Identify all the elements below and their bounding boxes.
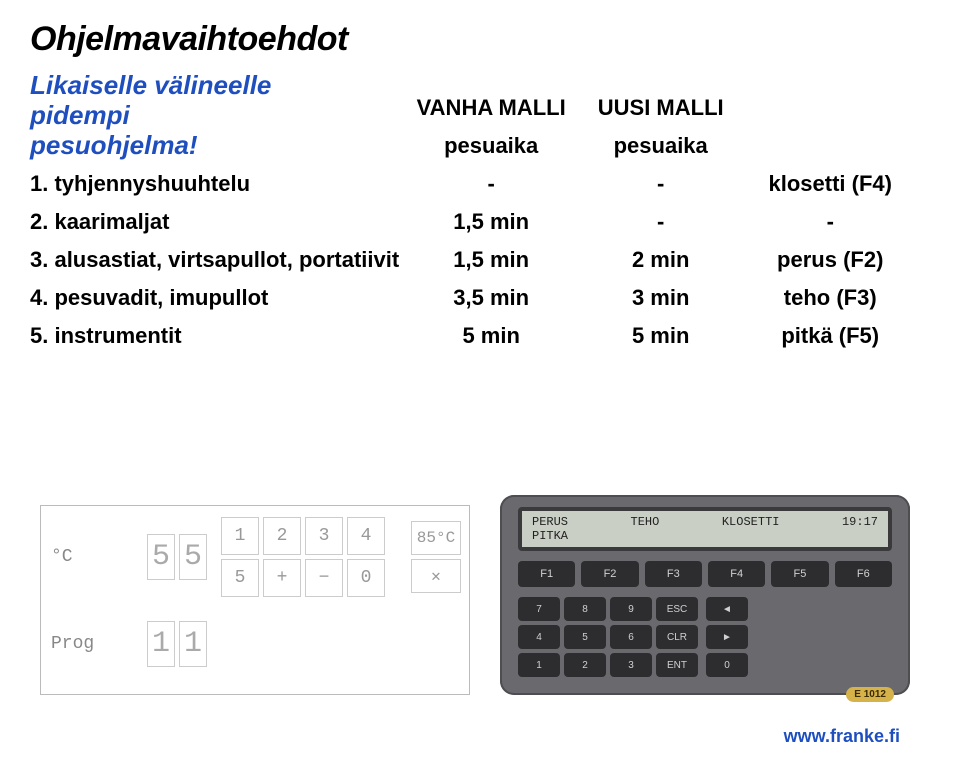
arrow-left-icon: ◄ bbox=[706, 597, 748, 621]
key: 0 bbox=[347, 559, 385, 597]
row-label: 1. tyhjennyshuuhtelu bbox=[30, 165, 411, 203]
subtitle-line: Likaiselle välineelle bbox=[30, 70, 271, 100]
subtitle-line: pidempi bbox=[30, 100, 130, 130]
numpad: 7 8 9 ESC 4 5 6 CLR 1 2 3 ENT bbox=[518, 597, 698, 677]
row-label: 2. kaarimaljat bbox=[30, 203, 411, 241]
key: 1 bbox=[221, 517, 259, 555]
fkey-row: F1 F2 F3 F4 F5 F6 bbox=[518, 561, 892, 587]
label-prog: Prog bbox=[51, 603, 141, 684]
lcd-text: KLOSETTI bbox=[722, 515, 780, 529]
arrow-right-icon: ► bbox=[706, 625, 748, 649]
col-header-new: UUSI MALLI bbox=[581, 89, 751, 127]
lcd-screen: PERUS TEHO KLOSETTI 19:17 PITKA bbox=[518, 507, 892, 551]
preset-button: 85°C bbox=[411, 521, 461, 555]
cell: perus (F2) bbox=[750, 241, 920, 279]
numkey: 6 bbox=[610, 625, 652, 649]
program-table: VANHA MALLI UUSI MALLI pesuaika pesuaika… bbox=[30, 89, 920, 355]
page-title: Ohjelmavaihtoehdot bbox=[30, 20, 920, 59]
lcd-text: PERUS bbox=[532, 515, 568, 529]
row-label: 4. pesuvadit, imupullot bbox=[30, 279, 411, 317]
cell: - bbox=[750, 203, 920, 241]
col-header-old: VANHA MALLI bbox=[411, 89, 581, 127]
numkey: ENT bbox=[656, 653, 698, 677]
key: 5 bbox=[221, 559, 259, 597]
lcd-text: 19:17 bbox=[842, 515, 878, 529]
key: − bbox=[305, 559, 343, 597]
cell: 5 min bbox=[411, 317, 581, 355]
numkey: 2 bbox=[564, 653, 606, 677]
cell: teho (F3) bbox=[750, 279, 920, 317]
cell: 3,5 min bbox=[411, 279, 581, 317]
key: 2 bbox=[263, 517, 301, 555]
col-subheader-old: pesuaika bbox=[411, 127, 581, 165]
cell: - bbox=[581, 203, 751, 241]
seg-digit: 1 bbox=[147, 621, 175, 667]
cell: - bbox=[411, 165, 581, 203]
numkey: 0 bbox=[706, 653, 748, 677]
row-label: 5. instrumentit bbox=[30, 317, 411, 355]
seg-digit: 5 bbox=[179, 534, 207, 580]
fkey: F1 bbox=[518, 561, 575, 587]
numkey: 8 bbox=[564, 597, 606, 621]
lcd-text: TEHO bbox=[631, 515, 660, 529]
cell: 2 min bbox=[581, 241, 751, 279]
col-subheader-new: pesuaika bbox=[581, 127, 751, 165]
fkey: F6 bbox=[835, 561, 892, 587]
numkey: 3 bbox=[610, 653, 652, 677]
fkey: F5 bbox=[771, 561, 828, 587]
cancel-icon: ✕ bbox=[411, 559, 461, 593]
cell: - bbox=[581, 165, 751, 203]
fkey: F4 bbox=[708, 561, 765, 587]
seg-digit: 5 bbox=[147, 534, 175, 580]
footer-url: www.franke.fi bbox=[784, 726, 900, 747]
lcd-text: PITKA bbox=[532, 529, 568, 543]
cell: 3 min bbox=[581, 279, 751, 317]
seg-display-top: 5 5 bbox=[147, 534, 207, 580]
numkey: ESC bbox=[656, 597, 698, 621]
row-label: 3. alusastiat, virtsapullot, portatiivit bbox=[30, 241, 411, 279]
label-degrees: °C bbox=[51, 516, 141, 597]
sidepad: ◄ ► 0 bbox=[706, 597, 748, 677]
numkey: 5 bbox=[564, 625, 606, 649]
numkey: 4 bbox=[518, 625, 560, 649]
key: 4 bbox=[347, 517, 385, 555]
seg-display-bot: 1 1 bbox=[147, 603, 385, 684]
cell: 5 min bbox=[581, 317, 751, 355]
device-panel: PERUS TEHO KLOSETTI 19:17 PITKA F1 F2 F3… bbox=[500, 495, 910, 695]
key: + bbox=[263, 559, 301, 597]
cell: 1,5 min bbox=[411, 203, 581, 241]
keypad-top: 1 2 3 4 5 + − 0 bbox=[221, 517, 385, 597]
subtitle-line: pesuohjelma! bbox=[30, 130, 198, 160]
numkey: 7 bbox=[518, 597, 560, 621]
fkey: F3 bbox=[645, 561, 702, 587]
brand-badge: E 1012 bbox=[846, 687, 894, 702]
numkey: CLR bbox=[656, 625, 698, 649]
key: 3 bbox=[305, 517, 343, 555]
cell: 1,5 min bbox=[411, 241, 581, 279]
numkey: 9 bbox=[610, 597, 652, 621]
legacy-panel-sketch: °C 5 5 1 2 3 4 5 + − 0 85°C ✕ Prog 1 1 bbox=[40, 505, 470, 695]
cell: pitkä (F5) bbox=[750, 317, 920, 355]
cell: klosetti (F4) bbox=[750, 165, 920, 203]
fkey: F2 bbox=[581, 561, 638, 587]
numkey: 1 bbox=[518, 653, 560, 677]
seg-digit: 1 bbox=[179, 621, 207, 667]
